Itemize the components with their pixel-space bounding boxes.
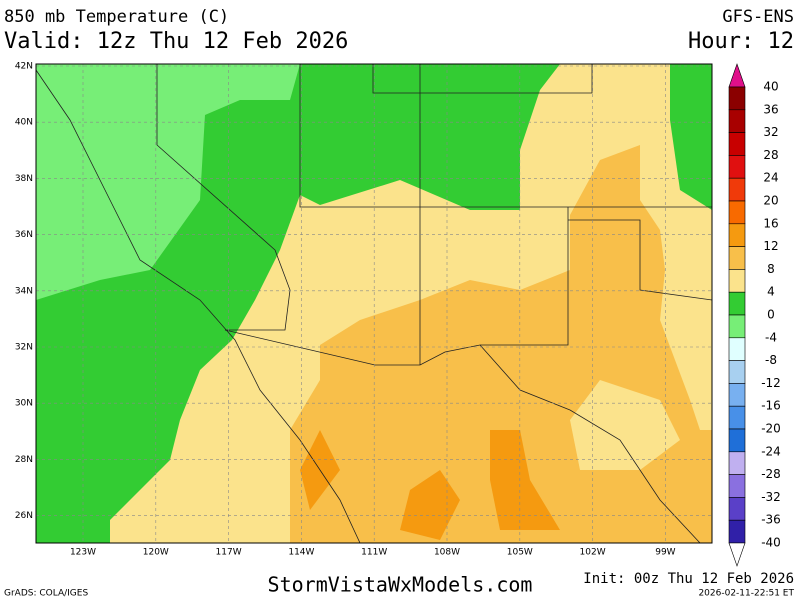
lat-label: 34N <box>15 286 33 296</box>
lon-label: 117W <box>216 548 242 558</box>
colorbar-label: -20 <box>761 422 781 436</box>
lat-label: 36N <box>15 230 33 240</box>
colorbar-label: -4 <box>765 330 777 344</box>
colorbar-swatch <box>728 451 746 475</box>
temp-fill <box>490 430 560 530</box>
lat-label: 40N <box>15 118 33 128</box>
colorbar-label: -32 <box>761 490 781 504</box>
colorbar-swatch <box>728 314 746 339</box>
colorbar-label: 16 <box>763 216 778 230</box>
colorbar-swatch <box>728 428 746 453</box>
init-time: Init: 00z Thu 12 Feb 2026 <box>583 571 794 587</box>
colorbar: 4036322824201612840-4-8-12-16-20-24-28-3… <box>728 63 781 567</box>
colorbar-label: -8 <box>765 353 777 367</box>
colorbar-swatch <box>728 200 746 225</box>
colorbar-label: -24 <box>761 444 781 458</box>
colorbar-swatch <box>728 405 746 430</box>
temp-fill <box>670 64 712 210</box>
credit: GrADS: COLA/IGES <box>4 589 88 599</box>
colorbar-swatch <box>728 383 746 407</box>
coastline <box>36 69 361 543</box>
colorbar-swatch <box>728 269 746 293</box>
valid-time: Valid: 12z Thu 12 Feb 2026 <box>4 29 348 54</box>
colorbar-swatch <box>728 86 746 111</box>
border <box>479 344 701 543</box>
colorbar-label: 36 <box>763 102 778 116</box>
lat-label: 28N <box>15 455 33 465</box>
colorbar-swatch <box>728 519 746 544</box>
graticule <box>36 64 712 543</box>
lon-label: 120W <box>143 548 169 558</box>
lat-label: 42N <box>15 62 33 72</box>
title: 850 mb Temperature (C) <box>4 7 229 27</box>
lon-label: 105W <box>507 548 533 558</box>
forecast-hour: Hour: 12 <box>688 29 794 54</box>
colorbar-label: 24 <box>763 171 778 185</box>
site-name: StormVistaWxModels.com <box>268 573 533 597</box>
border <box>299 64 712 208</box>
timestamp: 2026-02-11-22:51 ET <box>698 589 794 599</box>
lon-label: 108W <box>434 548 460 558</box>
temp-fill <box>400 470 460 540</box>
colorbar-swatch <box>728 132 746 156</box>
lat-label: 30N <box>15 399 33 409</box>
border <box>224 207 569 366</box>
lon-label: 99W <box>655 548 675 558</box>
map <box>36 64 712 543</box>
colorbar-label: 8 <box>767 262 775 276</box>
colorbar-label: -16 <box>761 399 781 413</box>
colorbar-label: 4 <box>767 285 775 299</box>
colorbar-swatch <box>728 246 746 270</box>
map-frame <box>35 63 713 544</box>
colorbar-swatch <box>728 177 746 202</box>
colorbar-swatch <box>728 291 746 316</box>
border <box>568 219 712 301</box>
colorbar-swatch <box>728 337 746 361</box>
lon-label: 123W <box>70 548 96 558</box>
colorbar-swatch <box>728 109 746 133</box>
colorbar-label: 20 <box>763 194 778 208</box>
model-name: GFS-ENS <box>722 7 794 27</box>
lat-label: 26N <box>15 511 33 521</box>
lon-label: 102W <box>580 548 606 558</box>
lon-label: 111W <box>361 548 387 558</box>
lat-label: 38N <box>15 174 33 184</box>
colorbar-swatch <box>728 497 746 521</box>
border <box>372 64 593 94</box>
colorbar-arrow <box>728 542 746 567</box>
colorbar-label: -40 <box>761 536 781 550</box>
borders <box>36 64 712 543</box>
colorbar-label: 28 <box>763 148 778 162</box>
colorbar-swatch <box>728 155 746 179</box>
colorbar-label: 0 <box>767 308 775 322</box>
colorbar-label: -36 <box>761 513 781 527</box>
lon-label: 114W <box>288 548 314 558</box>
colorbar-label: 12 <box>763 239 778 253</box>
colorbar-swatch <box>728 474 746 498</box>
temp-fill <box>570 380 680 470</box>
temp-fill <box>36 64 300 300</box>
border <box>156 64 291 331</box>
colorbar-label: -28 <box>761 467 781 481</box>
colorbar-label: 40 <box>763 80 778 94</box>
colorbar-label: 32 <box>763 125 778 139</box>
lat-label: 32N <box>15 343 33 353</box>
colorbar-label: -12 <box>761 376 781 390</box>
colorbar-swatch <box>728 223 746 247</box>
colorbar-swatch <box>728 360 746 384</box>
